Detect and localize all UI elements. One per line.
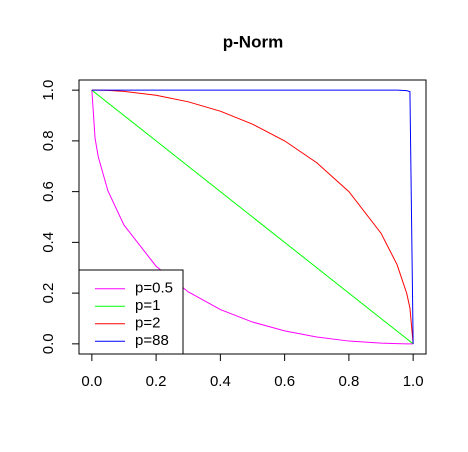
x-tick-label: 1.0	[403, 373, 424, 390]
series-line	[91, 90, 414, 345]
y-tick-label: 0.4	[40, 232, 57, 253]
plot-box	[78, 79, 427, 355]
legend-label: p=1	[135, 297, 160, 314]
y-tick-label: 0.8	[40, 130, 57, 151]
series-line	[91, 89, 414, 344]
y-tick-label: 0.2	[40, 283, 57, 304]
legend-label: p=0.5	[135, 280, 173, 297]
legend-box	[78, 269, 184, 355]
y-tick-label: 0.6	[40, 181, 57, 202]
series-line	[91, 89, 414, 345]
y-tick-label: 1.0	[40, 80, 57, 101]
x-tick-label: 0.6	[274, 373, 295, 390]
x-tick-label: 0.2	[146, 373, 167, 390]
chart-title: p-Norm	[223, 32, 283, 51]
legend-label: p=88	[135, 332, 169, 349]
x-tick-label: 0.8	[338, 373, 359, 390]
legend-label: p=2	[135, 315, 160, 332]
x-tick-label: 0.0	[81, 373, 102, 390]
x-tick-label: 0.4	[210, 373, 231, 390]
y-tick-label: 0.0	[40, 333, 57, 354]
